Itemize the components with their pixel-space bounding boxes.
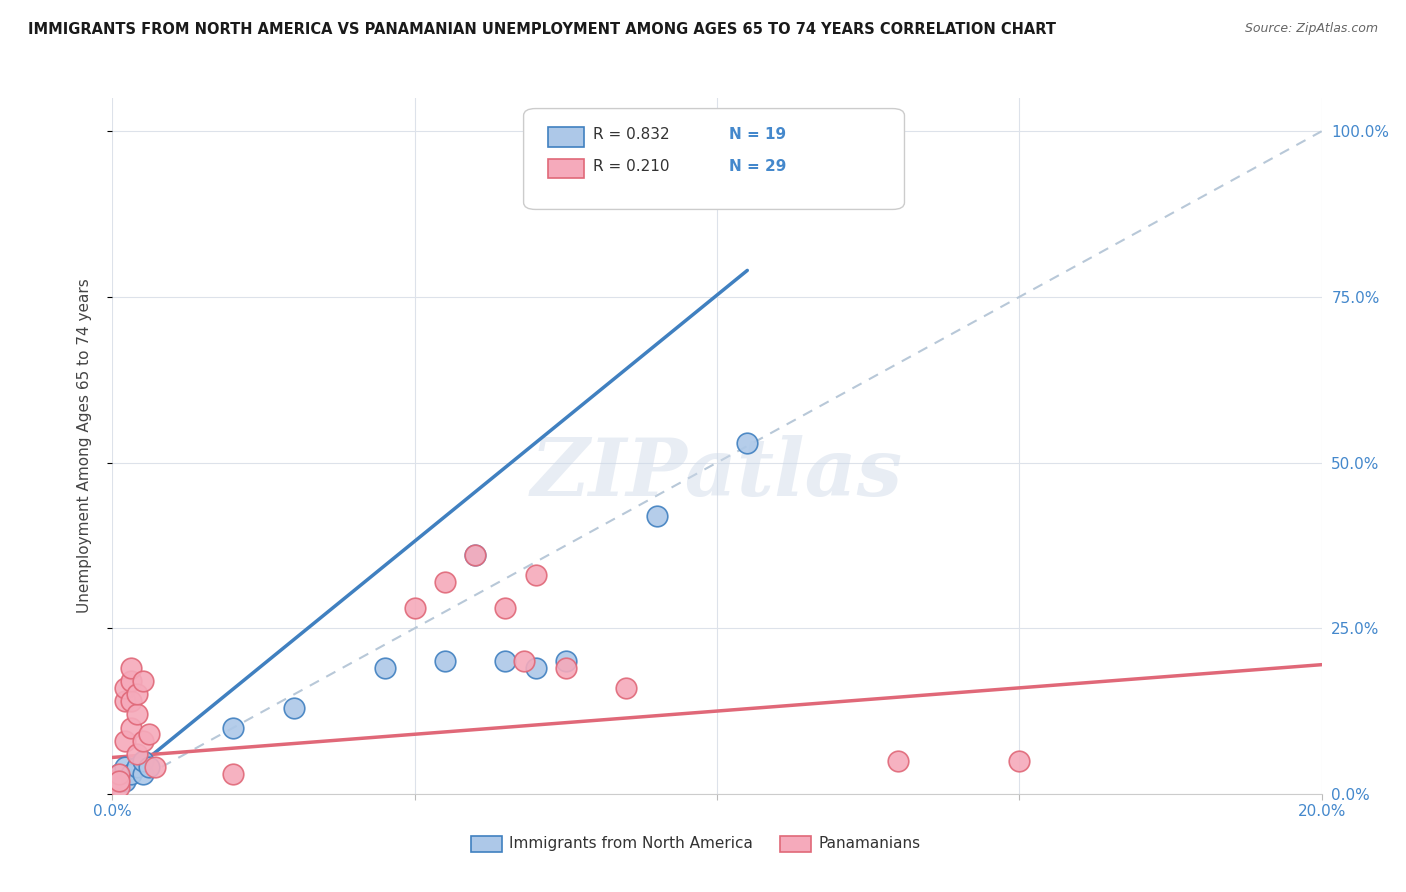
Point [114,734,136,748]
Point [120,694,142,708]
Text: N = 19: N = 19 [730,128,786,143]
Point [125,688,148,702]
Point [512,654,534,668]
Point [132,674,155,689]
Point [107,767,129,781]
Point [132,767,155,781]
Point [114,773,136,788]
Point [1008,754,1031,768]
Point [495,601,517,615]
Point [132,734,155,748]
FancyBboxPatch shape [548,128,583,147]
Point [114,681,136,695]
Text: ZIPatlas: ZIPatlas [531,435,903,513]
Point [143,760,166,774]
Point [107,773,129,788]
Point [524,568,547,582]
Point [107,780,129,795]
Point [107,773,129,788]
Point [222,721,245,735]
Point [107,767,129,781]
Point [495,654,517,668]
Point [125,707,148,722]
Point [120,767,142,781]
Point [114,760,136,774]
Point [222,767,245,781]
Point [464,549,486,563]
Point [887,754,910,768]
Text: R = 0.832: R = 0.832 [592,128,669,143]
Point [132,754,155,768]
Text: N = 29: N = 29 [730,159,786,174]
FancyBboxPatch shape [523,109,904,210]
Text: Panamanians: Panamanians [818,837,921,851]
Point [125,747,148,761]
Point [120,674,142,689]
Point [645,508,668,523]
Point [374,661,396,675]
Point [616,681,638,695]
Y-axis label: Unemployment Among Ages 65 to 74 years: Unemployment Among Ages 65 to 74 years [77,278,91,614]
Point [120,721,142,735]
Point [101,773,124,788]
Point [737,435,759,450]
Point [554,654,576,668]
FancyBboxPatch shape [548,159,583,178]
Point [114,694,136,708]
Point [554,661,576,675]
Point [138,760,160,774]
Text: Source: ZipAtlas.com: Source: ZipAtlas.com [1244,22,1378,36]
Point [433,574,456,589]
Point [138,727,160,741]
Point [120,661,142,675]
Point [433,654,456,668]
Point [283,700,305,714]
Text: R = 0.210: R = 0.210 [592,159,669,174]
Point [404,601,426,615]
Point [524,661,547,675]
Text: Immigrants from North America: Immigrants from North America [509,837,752,851]
Point [464,549,486,563]
Point [125,760,148,774]
Text: IMMIGRANTS FROM NORTH AMERICA VS PANAMANIAN UNEMPLOYMENT AMONG AGES 65 TO 74 YEA: IMMIGRANTS FROM NORTH AMERICA VS PANAMAN… [28,22,1056,37]
